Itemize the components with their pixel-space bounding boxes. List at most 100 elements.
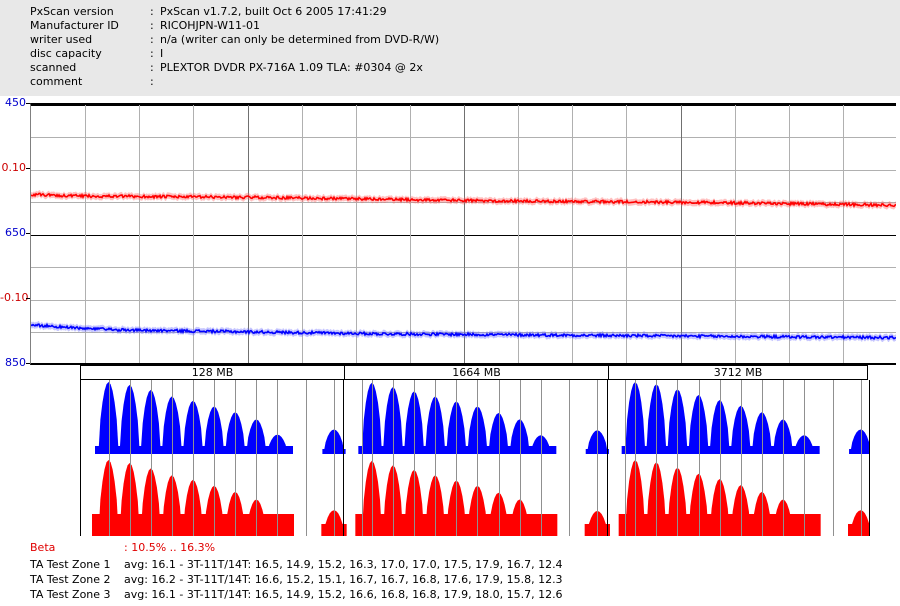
vertical-gridline [410, 105, 411, 363]
horizontal-gridline [31, 300, 896, 301]
ta-baseline-upper-tail [849, 449, 870, 454]
info-value: PLEXTOR DVDR PX-716A 1.09 TLA: #0304 @ 2… [160, 61, 423, 74]
horizontal-gridline [31, 332, 896, 333]
ta-gridline [235, 380, 236, 536]
y-axis-label: 650 [5, 226, 26, 239]
ta-distribution-plot [92, 382, 870, 536]
y-axis-tick [26, 168, 30, 169]
ta-peak-upper [488, 413, 509, 454]
zone-separator [607, 380, 608, 536]
ta-peak-upper [751, 412, 773, 454]
info-label: scanned [30, 61, 77, 74]
zone-separator [80, 380, 81, 536]
ta-baseline-upper [358, 446, 557, 454]
info-label: disc capacity [30, 47, 102, 60]
ta-peak-upper [688, 395, 709, 454]
horizontal-gridline [31, 170, 896, 171]
y-axis-tick [26, 363, 30, 364]
signal-traces [31, 190, 896, 343]
info-value: RICOHJPN-W11-01 [160, 19, 260, 32]
ta-peak-upper [730, 405, 751, 454]
ta-gridline [456, 380, 457, 536]
ta-gridline [597, 380, 598, 536]
ta-gridline [635, 380, 636, 536]
vertical-gridline [193, 105, 194, 363]
zone-header-bar: 128 MB 1664 MB 3712 MB [80, 365, 870, 380]
ta-gridline [277, 380, 278, 536]
ta-gridline [861, 380, 862, 536]
ta-gridline [109, 380, 110, 536]
horizontal-gridline [31, 202, 896, 203]
horizontal-gridline [31, 267, 896, 268]
ta-gridline [741, 380, 742, 536]
info-value: I [160, 47, 164, 60]
vertical-gridline [356, 105, 357, 363]
ta-stat-label: TA Test Zone 3 [30, 588, 111, 601]
ta-baseline-upper [95, 446, 293, 454]
ta-peak-upper-tail [850, 429, 870, 454]
ta-stat-value: avg: 16.2 - 3T-11T/14T: 16.6, 15.2, 15.1… [124, 573, 563, 586]
ta-gridline [172, 380, 173, 536]
ta-peak-upper [361, 382, 383, 454]
ta-gridline [656, 380, 657, 536]
vertical-gridline [464, 105, 465, 363]
ta-stat-label: TA Test Zone 2 [30, 573, 111, 586]
ta-gridline [762, 380, 763, 536]
info-value: PxScan v1.7.2, built Oct 6 2005 17:41:29 [160, 5, 387, 18]
ta-gridline [804, 380, 805, 536]
ta-gridline [214, 380, 215, 536]
info-label: writer used [30, 33, 93, 46]
ta-gridline [477, 380, 478, 536]
vertical-gridline [85, 105, 86, 363]
zone-separator-right [869, 380, 870, 536]
info-value: n/a (writer can only be determined from … [160, 33, 440, 46]
y-axis-label: 450 [5, 96, 26, 109]
disc-info-header: PxScan version: PxScan v1.7.2, built Oct … [0, 0, 900, 96]
ta-peak-upper [140, 389, 161, 454]
zone-label-3: 3712 MB [608, 365, 868, 380]
info-label: Manufacturer ID [30, 19, 119, 32]
ta-baseline-lower [618, 514, 821, 536]
y-axis-tick [26, 233, 30, 234]
blue-lower-trace [31, 322, 896, 341]
ta-peak-upper [98, 382, 119, 454]
ta-gridline [520, 380, 521, 536]
info-label: comment [30, 75, 83, 88]
ta-gridline [783, 380, 784, 536]
red-upper-trace [31, 192, 896, 209]
red-upper-trace-noise-band [31, 190, 896, 210]
ta-peak-upper [161, 396, 183, 454]
ta-gridline [677, 380, 678, 536]
ta-gridline [699, 380, 700, 536]
ta-gridline [414, 380, 415, 536]
y-axis-label: -0.10 [0, 291, 29, 304]
ta-gridline [569, 380, 570, 536]
signal-chart [30, 103, 896, 365]
info-label: PxScan version [30, 5, 114, 18]
ta-stat-value: avg: 16.1 - 3T-11T/14T: 16.5, 14.9, 15.2… [124, 558, 563, 571]
ta-gridline [362, 380, 363, 536]
ta-baseline-lower-tail [848, 524, 870, 536]
info-colon: : [150, 61, 154, 74]
ta-gridline [372, 380, 373, 536]
beta-value: : 10.5% .. 16.3% [124, 541, 216, 554]
ta-gridline [720, 380, 721, 536]
ta-gridline [499, 380, 500, 536]
info-colon: : [150, 33, 154, 46]
zone-label-2: 1664 MB [344, 365, 609, 380]
y-axis-tick [26, 298, 30, 299]
zone-separator [343, 380, 344, 536]
zone-label-1: 128 MB [80, 365, 345, 380]
ta-stat-value: avg: 16.1 - 3T-11T/14T: 16.5, 14.9, 15.2… [124, 588, 563, 601]
ta-gridline [541, 380, 542, 536]
y-axis-label: 0.10 [1, 161, 27, 174]
ta-histogram-chart [80, 380, 870, 536]
ta-gridline [256, 380, 257, 536]
vertical-gridline [139, 105, 140, 363]
ta-gridline [625, 380, 626, 536]
vertical-gridline [681, 105, 682, 363]
ta-stat-label: TA Test Zone 1 [30, 558, 111, 571]
beta-label: Beta [30, 541, 56, 554]
vertical-gridline [248, 105, 249, 363]
